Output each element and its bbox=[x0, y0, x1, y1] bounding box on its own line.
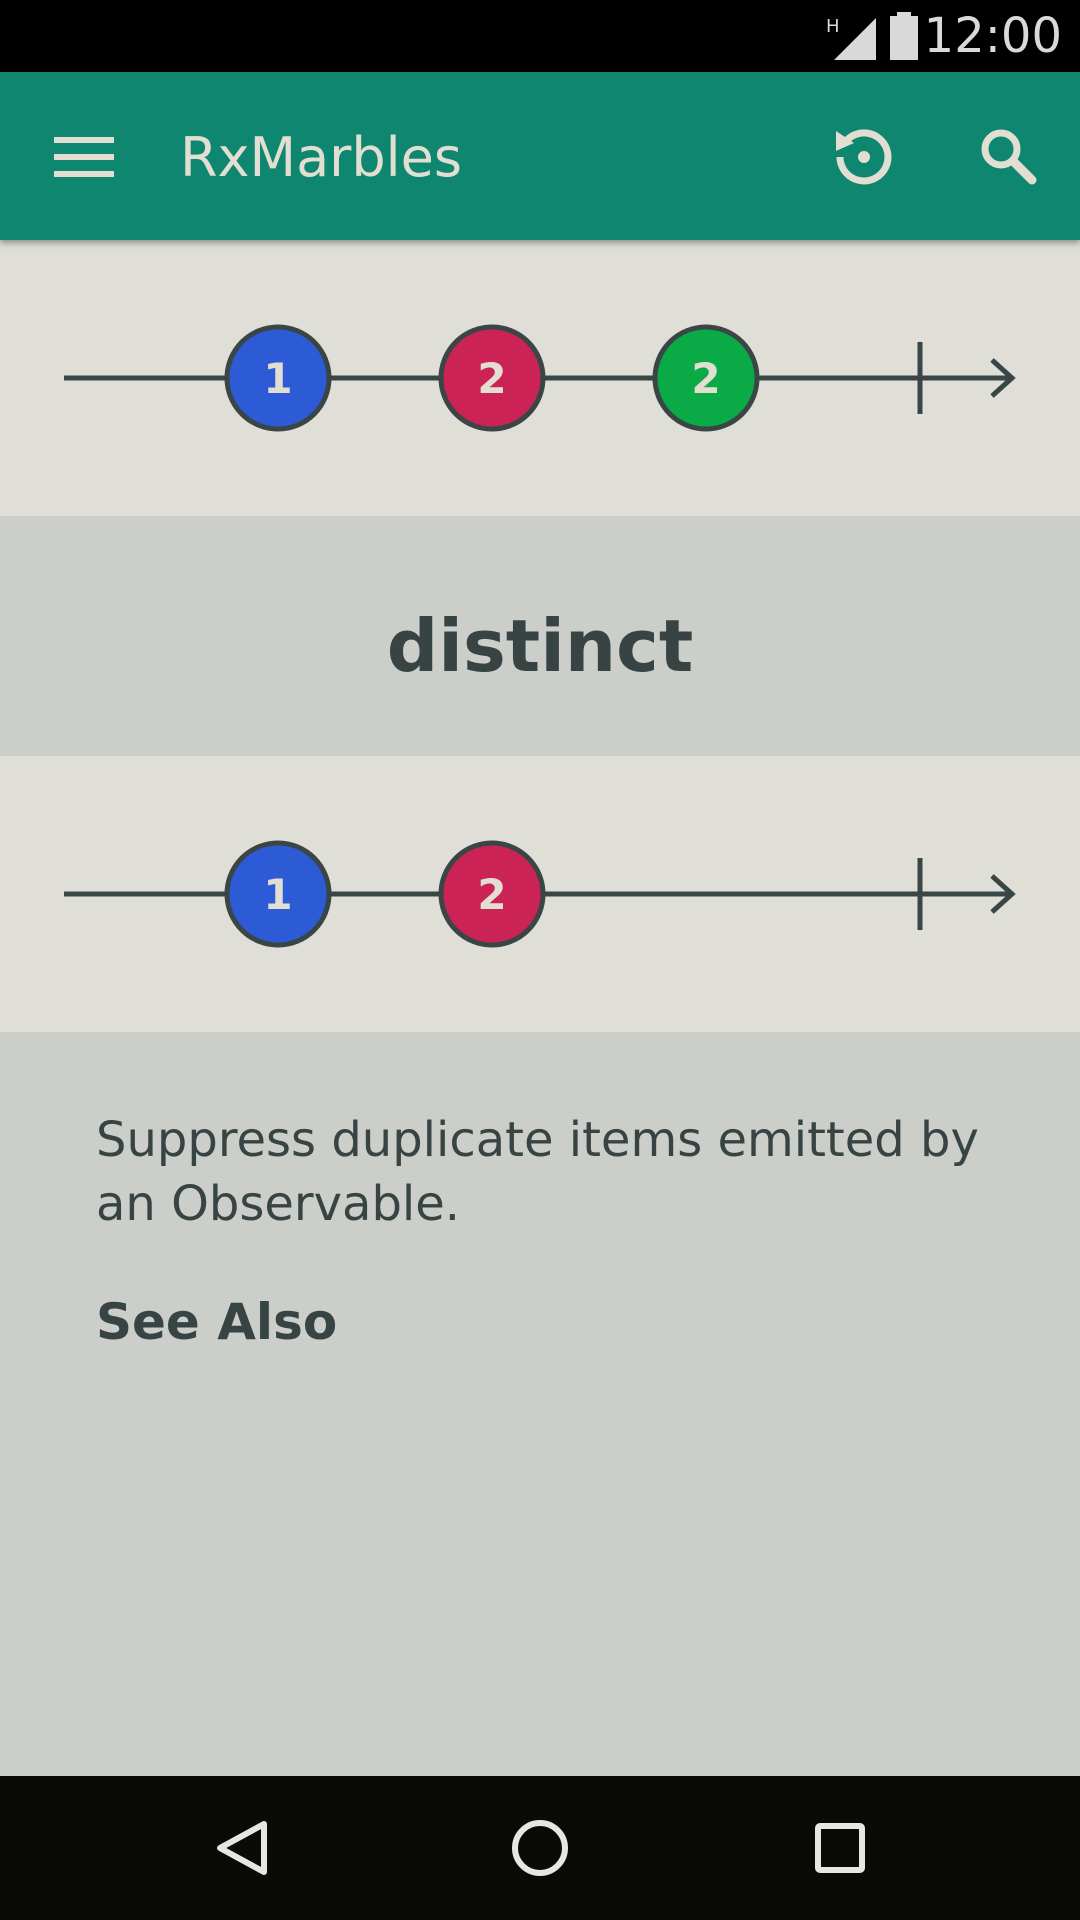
menu-button[interactable] bbox=[28, 101, 138, 211]
marble-2[interactable]: 2 bbox=[438, 324, 546, 432]
back-icon bbox=[217, 1821, 267, 1875]
recents-button[interactable] bbox=[780, 1798, 900, 1898]
search-icon bbox=[981, 129, 1037, 185]
input-timeline-diagram: 1 2 2 bbox=[64, 324, 1016, 432]
input-timeline: 1 2 2 bbox=[0, 240, 1080, 516]
output-timeline-diagram: 1 2 bbox=[64, 840, 1016, 948]
search-button[interactable] bbox=[952, 101, 1062, 211]
status-time: 12:00 bbox=[923, 8, 1062, 64]
marble-1[interactable]: 1 bbox=[224, 324, 332, 432]
menu-icon bbox=[54, 137, 114, 177]
output-timeline: 1 2 bbox=[0, 756, 1080, 1032]
svg-text:2: 2 bbox=[691, 354, 720, 403]
svg-text:H: H bbox=[826, 16, 840, 37]
svg-text:2: 2 bbox=[477, 354, 506, 403]
svg-text:1: 1 bbox=[263, 354, 292, 403]
back-button[interactable] bbox=[180, 1798, 300, 1898]
operator-description: Suppress duplicate items emitted by an O… bbox=[96, 1112, 979, 1232]
recents-icon bbox=[815, 1823, 865, 1873]
status-bar: H 12:00 bbox=[0, 0, 1080, 72]
app-title: RxMarbles bbox=[180, 126, 462, 189]
description-section: Suppress duplicate items emitted by an O… bbox=[0, 1032, 1080, 1776]
marble-1: 1 bbox=[224, 840, 332, 948]
marble-3[interactable]: 2 bbox=[652, 324, 760, 432]
reset-icon bbox=[836, 129, 892, 185]
operator-band: distinct bbox=[0, 516, 1080, 756]
home-button[interactable] bbox=[480, 1798, 600, 1898]
svg-text:1: 1 bbox=[263, 870, 292, 919]
reset-button[interactable] bbox=[806, 101, 916, 211]
timeline-arrow bbox=[990, 358, 1016, 398]
operator-name: distinct bbox=[386, 604, 694, 688]
navigation-bar bbox=[0, 1776, 1080, 1920]
see-also-heading: See Also bbox=[96, 1293, 338, 1351]
home-icon bbox=[512, 1820, 568, 1876]
marble-2: 2 bbox=[438, 840, 546, 948]
timeline-arrow bbox=[990, 874, 1016, 914]
signal-icon: H bbox=[826, 16, 876, 60]
battery-icon bbox=[890, 12, 918, 60]
app-bar: RxMarbles bbox=[0, 72, 1080, 240]
svg-text:2: 2 bbox=[477, 870, 506, 919]
